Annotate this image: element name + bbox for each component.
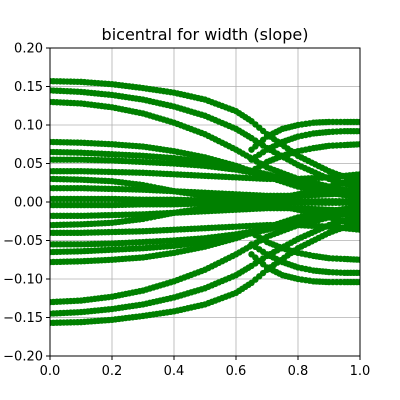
data-point	[356, 127, 360, 135]
x-axis: 0.0 0.2 0.4 0.6 0.8 1.0	[40, 356, 371, 379]
y-tick-label: −0.15	[3, 311, 43, 326]
y-tick-label: −0.05	[3, 234, 43, 249]
data-point	[356, 226, 360, 233]
y-tick-label: 0.10	[14, 119, 43, 134]
data-point	[356, 218, 360, 225]
y-tick-label: −0.10	[3, 273, 43, 288]
x-tick-label: 0.4	[164, 364, 185, 379]
data-point	[356, 269, 360, 277]
data-point	[356, 256, 360, 263]
data-points	[50, 77, 360, 327]
y-tick-label: 0.00	[14, 196, 43, 211]
y-tick-label: −0.20	[3, 350, 43, 365]
x-tick-label: 1.0	[350, 364, 371, 379]
data-point	[356, 189, 360, 196]
y-tick-label: 0.20	[14, 42, 43, 57]
data-point	[356, 171, 360, 178]
x-tick-label: 0.0	[40, 364, 61, 379]
data-point	[356, 278, 360, 286]
chart-title: bicentral for width (slope)	[102, 25, 309, 44]
x-tick-label: 0.6	[226, 364, 247, 379]
x-tick-label: 0.2	[102, 364, 123, 379]
y-tick-label: 0.15	[14, 80, 43, 95]
data-point	[356, 141, 360, 148]
data-point	[356, 212, 360, 220]
x-tick-label: 0.8	[288, 364, 309, 379]
y-tick-label: 0.05	[14, 157, 43, 172]
data-point	[356, 118, 360, 126]
y-axis: 0.20 0.15 0.10 0.05 0.00 −0.05 −0.10 −0.15 −0.20	[3, 42, 50, 365]
